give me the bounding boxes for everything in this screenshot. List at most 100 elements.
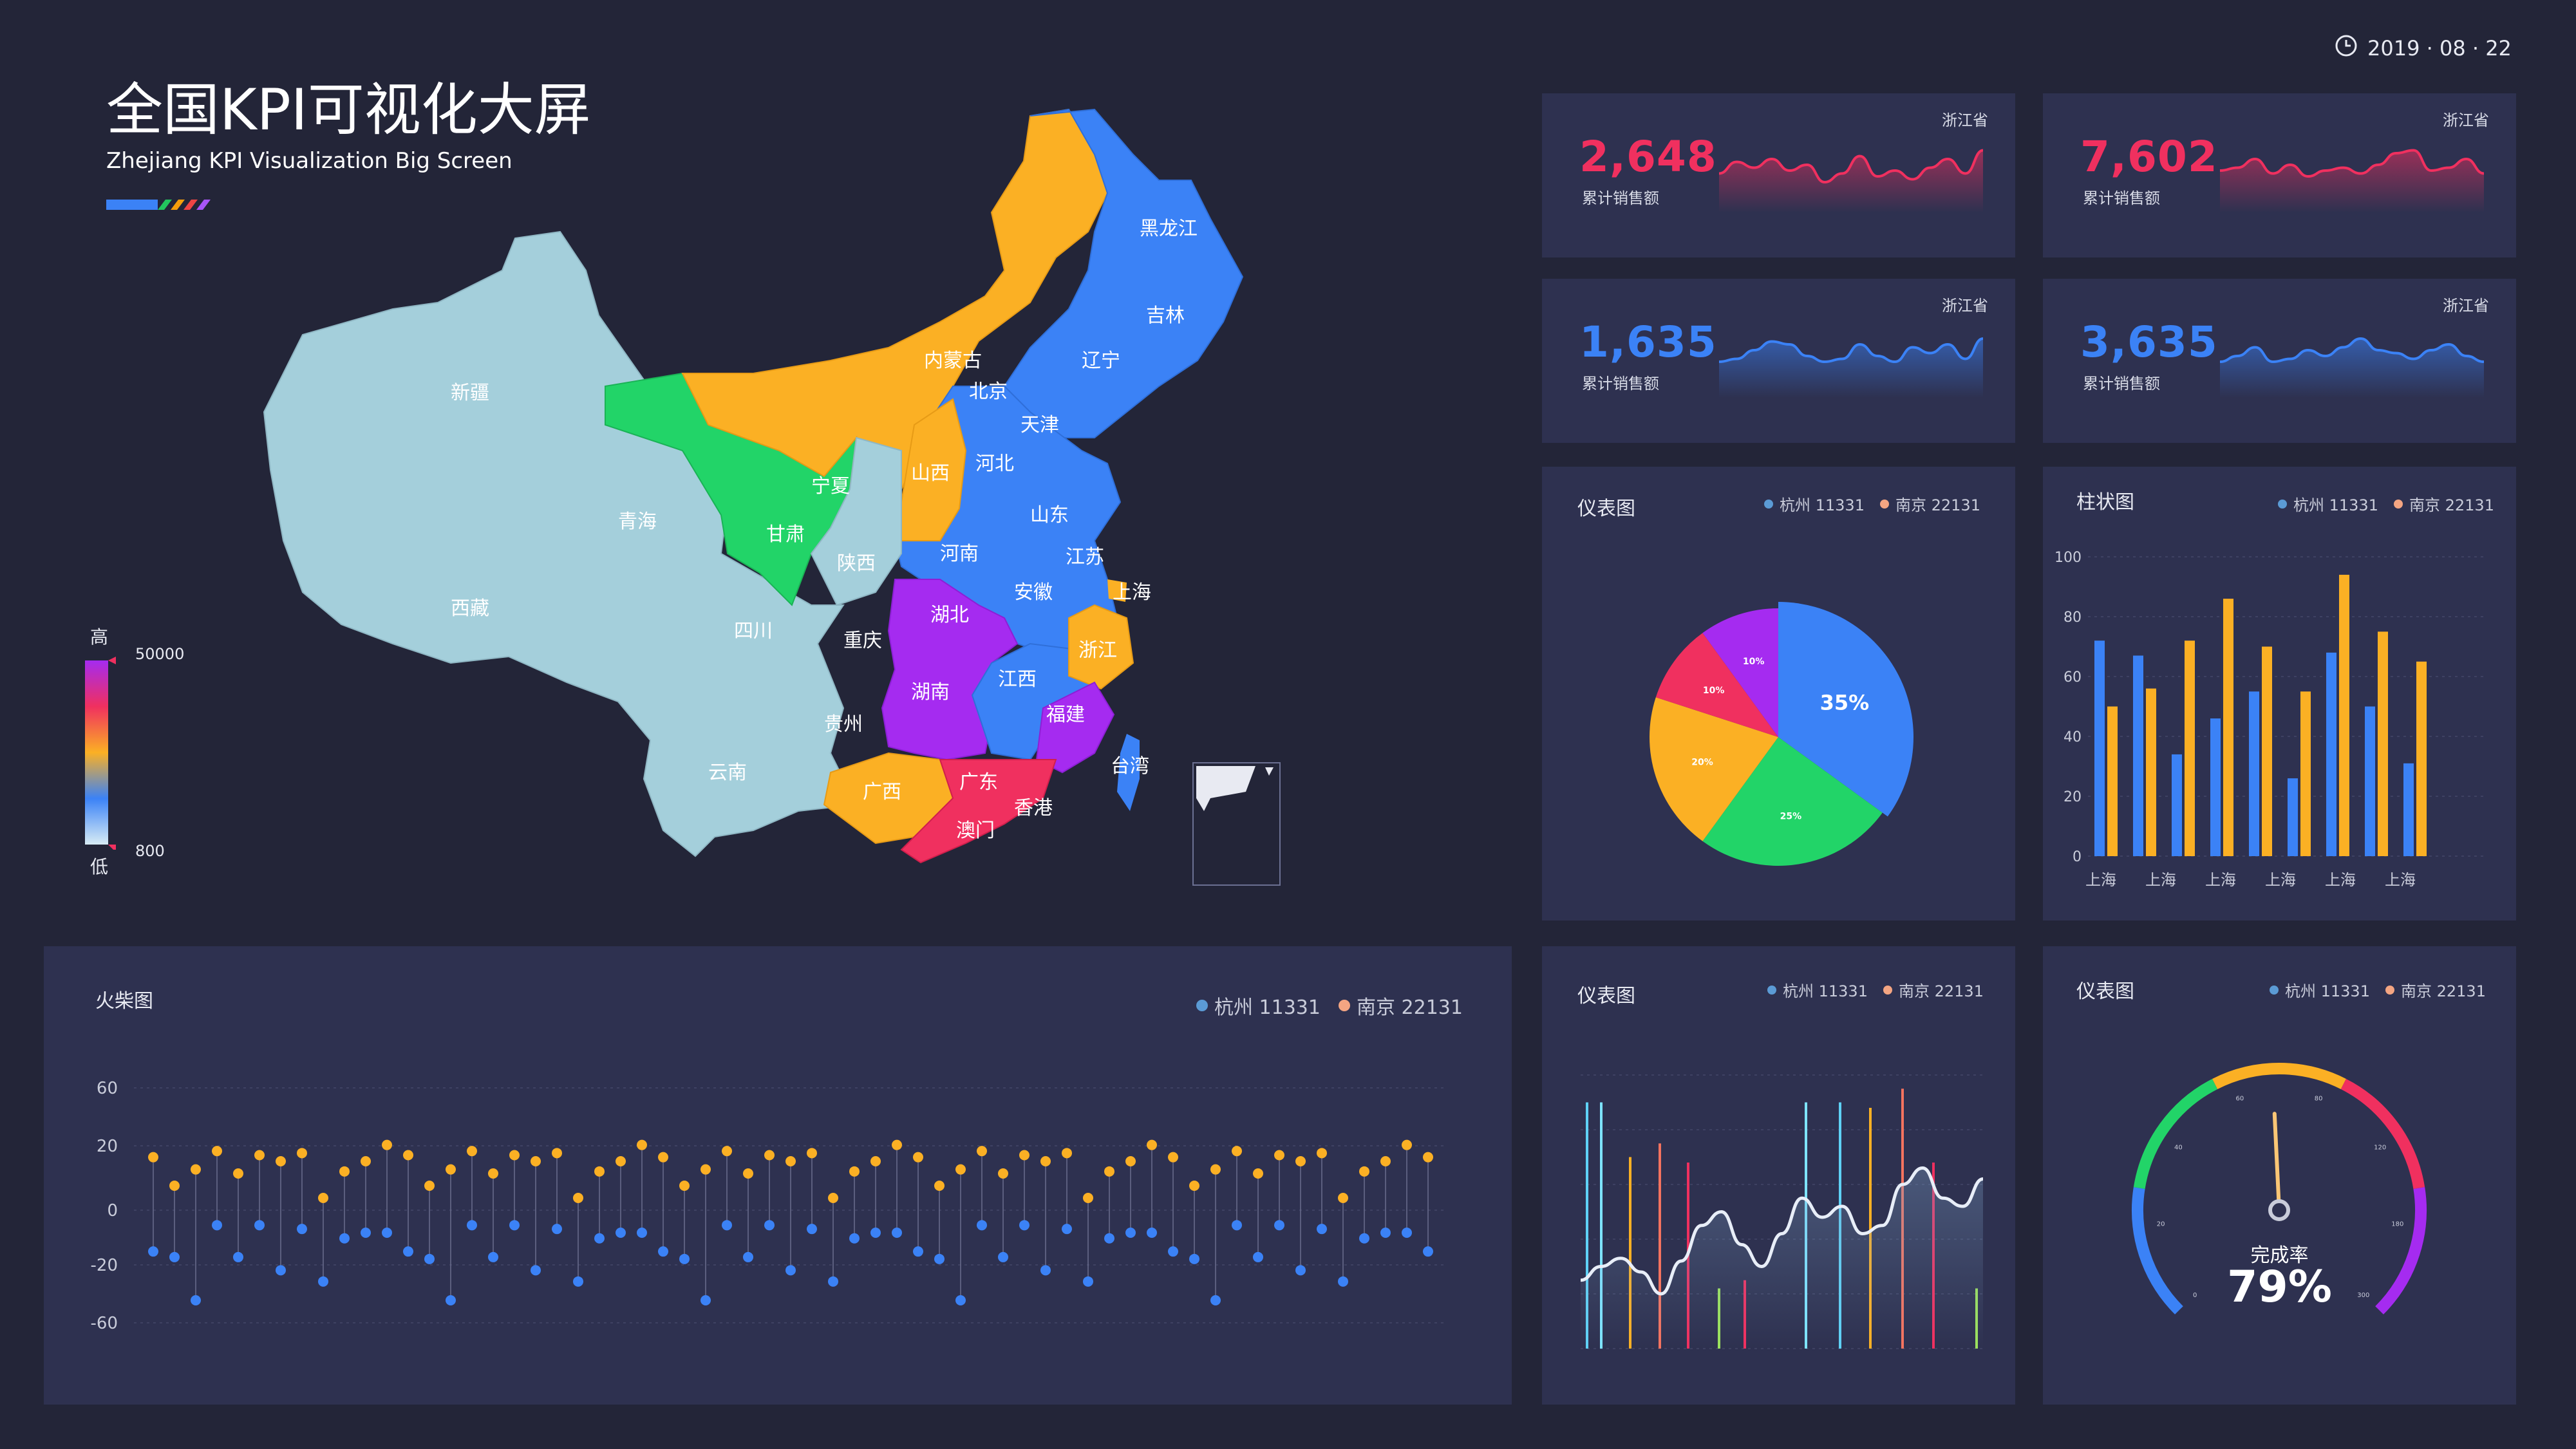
lollipop-dot xyxy=(807,1148,817,1158)
sparkline xyxy=(1716,321,1986,398)
lollipop-dot xyxy=(785,1156,796,1166)
lollipop-dot xyxy=(1317,1224,1327,1234)
province-label: 内蒙古 xyxy=(924,350,982,372)
lollipop-dot xyxy=(977,1220,987,1230)
gauge-segment xyxy=(2344,1084,2419,1188)
lollipop-dot xyxy=(424,1181,435,1191)
lollipop-dot xyxy=(785,1265,796,1275)
kpi-value: 7,602 xyxy=(2080,132,2218,182)
bar xyxy=(2339,575,2349,856)
lollipop-dot xyxy=(849,1166,860,1177)
kpi-card: 浙江省 3,635 累计销售额 xyxy=(2043,279,2516,443)
lollipop-dot xyxy=(828,1193,838,1203)
lollipop-dot xyxy=(1125,1228,1136,1238)
lollipop-legend: 杭州 11331 南京 22131 xyxy=(1196,991,1463,1020)
province-label: 四川 xyxy=(734,620,773,642)
legend-a: 杭州 11331 xyxy=(1780,492,1865,515)
pie-label: 35% xyxy=(1820,691,1870,715)
lollipop-dot xyxy=(913,1246,923,1257)
province-label: 北京 xyxy=(969,380,1008,403)
gauge-title: 仪表图 xyxy=(2076,975,2134,1004)
lollipop-dot xyxy=(467,1220,477,1230)
lollipop-dot xyxy=(764,1150,775,1161)
lollipop-dot xyxy=(870,1228,881,1238)
lollipop-dot xyxy=(637,1140,647,1150)
pie-label: 20% xyxy=(1691,757,1713,767)
kpi-label: 累计销售额 xyxy=(1582,371,1659,393)
province-label: 西藏 xyxy=(451,597,489,620)
province-label: 江苏 xyxy=(1066,546,1104,568)
legend-a: 杭州 11331 xyxy=(2293,492,2378,515)
lollipop-dot xyxy=(191,1295,201,1305)
sparkline-area xyxy=(1719,339,1983,398)
lollipop-dot xyxy=(1189,1254,1199,1264)
lollipop-dot xyxy=(679,1181,690,1191)
lollipop-dot xyxy=(233,1252,243,1262)
scale-max-label: 50000 xyxy=(135,645,184,663)
lollipop-dot xyxy=(191,1164,201,1175)
legend-b: 南京 22131 xyxy=(2401,978,2486,1001)
lollipop-dot xyxy=(488,1252,498,1262)
bar xyxy=(2416,662,2427,856)
lollipop-dot xyxy=(1189,1181,1199,1191)
x-tick-label: 上海 xyxy=(2085,871,2116,889)
sparkline xyxy=(2217,135,2487,212)
lollipop-dot xyxy=(1062,1148,1072,1158)
bar xyxy=(2185,640,2195,856)
lollipop-dot xyxy=(1295,1265,1306,1275)
bar-title: 柱状图 xyxy=(2076,486,2134,514)
lollipop-dot xyxy=(276,1265,286,1275)
gauge-segment xyxy=(2215,1069,2344,1084)
province-label: 广西 xyxy=(863,781,901,803)
gauge-hub xyxy=(2270,1201,2288,1219)
lollipop-dot xyxy=(488,1168,498,1179)
kpi-label: 累计销售额 xyxy=(2083,371,2160,393)
y-tick-label: 80 xyxy=(2064,610,2082,626)
bar xyxy=(2249,691,2259,856)
y-tick-label: 100 xyxy=(2054,550,2082,566)
lollipop-dot xyxy=(1019,1150,1029,1161)
lollipop-dot xyxy=(1168,1246,1178,1257)
gauge-tick: 60 xyxy=(2236,1095,2244,1102)
lollipop-dot xyxy=(1083,1193,1093,1203)
lollipop-dot xyxy=(552,1224,562,1234)
x-tick-label: 上海 xyxy=(2265,871,2296,889)
lollipop-dot xyxy=(616,1228,626,1238)
lollipop-dot xyxy=(722,1220,732,1230)
gauge-tick: 80 xyxy=(2315,1095,2323,1102)
date-display: 2019 · 08 · 22 xyxy=(2334,33,2512,63)
lollipop-dot xyxy=(1423,1246,1433,1257)
lollipop-dot xyxy=(1253,1168,1263,1179)
lollipop-dot xyxy=(254,1220,265,1230)
legend-a: 杭州 11331 xyxy=(1214,991,1321,1020)
province-label: 湖南 xyxy=(911,681,950,704)
lollipop-dot xyxy=(1232,1146,1242,1156)
y-tick-label: 60 xyxy=(2064,669,2082,686)
lollipop-dot xyxy=(1380,1156,1391,1166)
province-label: 甘肃 xyxy=(766,523,805,546)
lollipop-dot xyxy=(1125,1156,1136,1166)
legend-a: 杭州 11331 xyxy=(2285,978,2370,1001)
province-label: 澳门 xyxy=(956,819,995,842)
lollipop-dot xyxy=(934,1181,945,1191)
bar xyxy=(2146,689,2156,856)
x-tick-label: 上海 xyxy=(2325,871,2356,889)
lollipop-dot xyxy=(212,1146,222,1156)
bar xyxy=(2094,640,2105,856)
gauge-chart: 0 20 40 60 80 120 180 300 xyxy=(2043,946,2516,1405)
kpi-label: 累计销售额 xyxy=(2083,185,2160,208)
lollipop-dot xyxy=(318,1276,328,1287)
bar xyxy=(2403,763,2414,856)
gauge-tick: 20 xyxy=(2157,1221,2165,1228)
line-chart xyxy=(1542,946,2015,1405)
lollipop-dot xyxy=(892,1228,902,1238)
lollipop-dot xyxy=(870,1156,881,1166)
province-label: 青海 xyxy=(618,510,657,533)
bar xyxy=(2107,707,2118,857)
lollipop-dot xyxy=(169,1252,180,1262)
lollipop-dot xyxy=(233,1168,243,1179)
legend-b: 南京 22131 xyxy=(1895,492,1980,515)
date-text: 2019 · 08 · 22 xyxy=(2367,36,2512,61)
lollipop-dot xyxy=(743,1168,753,1179)
province-label: 广东 xyxy=(959,771,998,794)
